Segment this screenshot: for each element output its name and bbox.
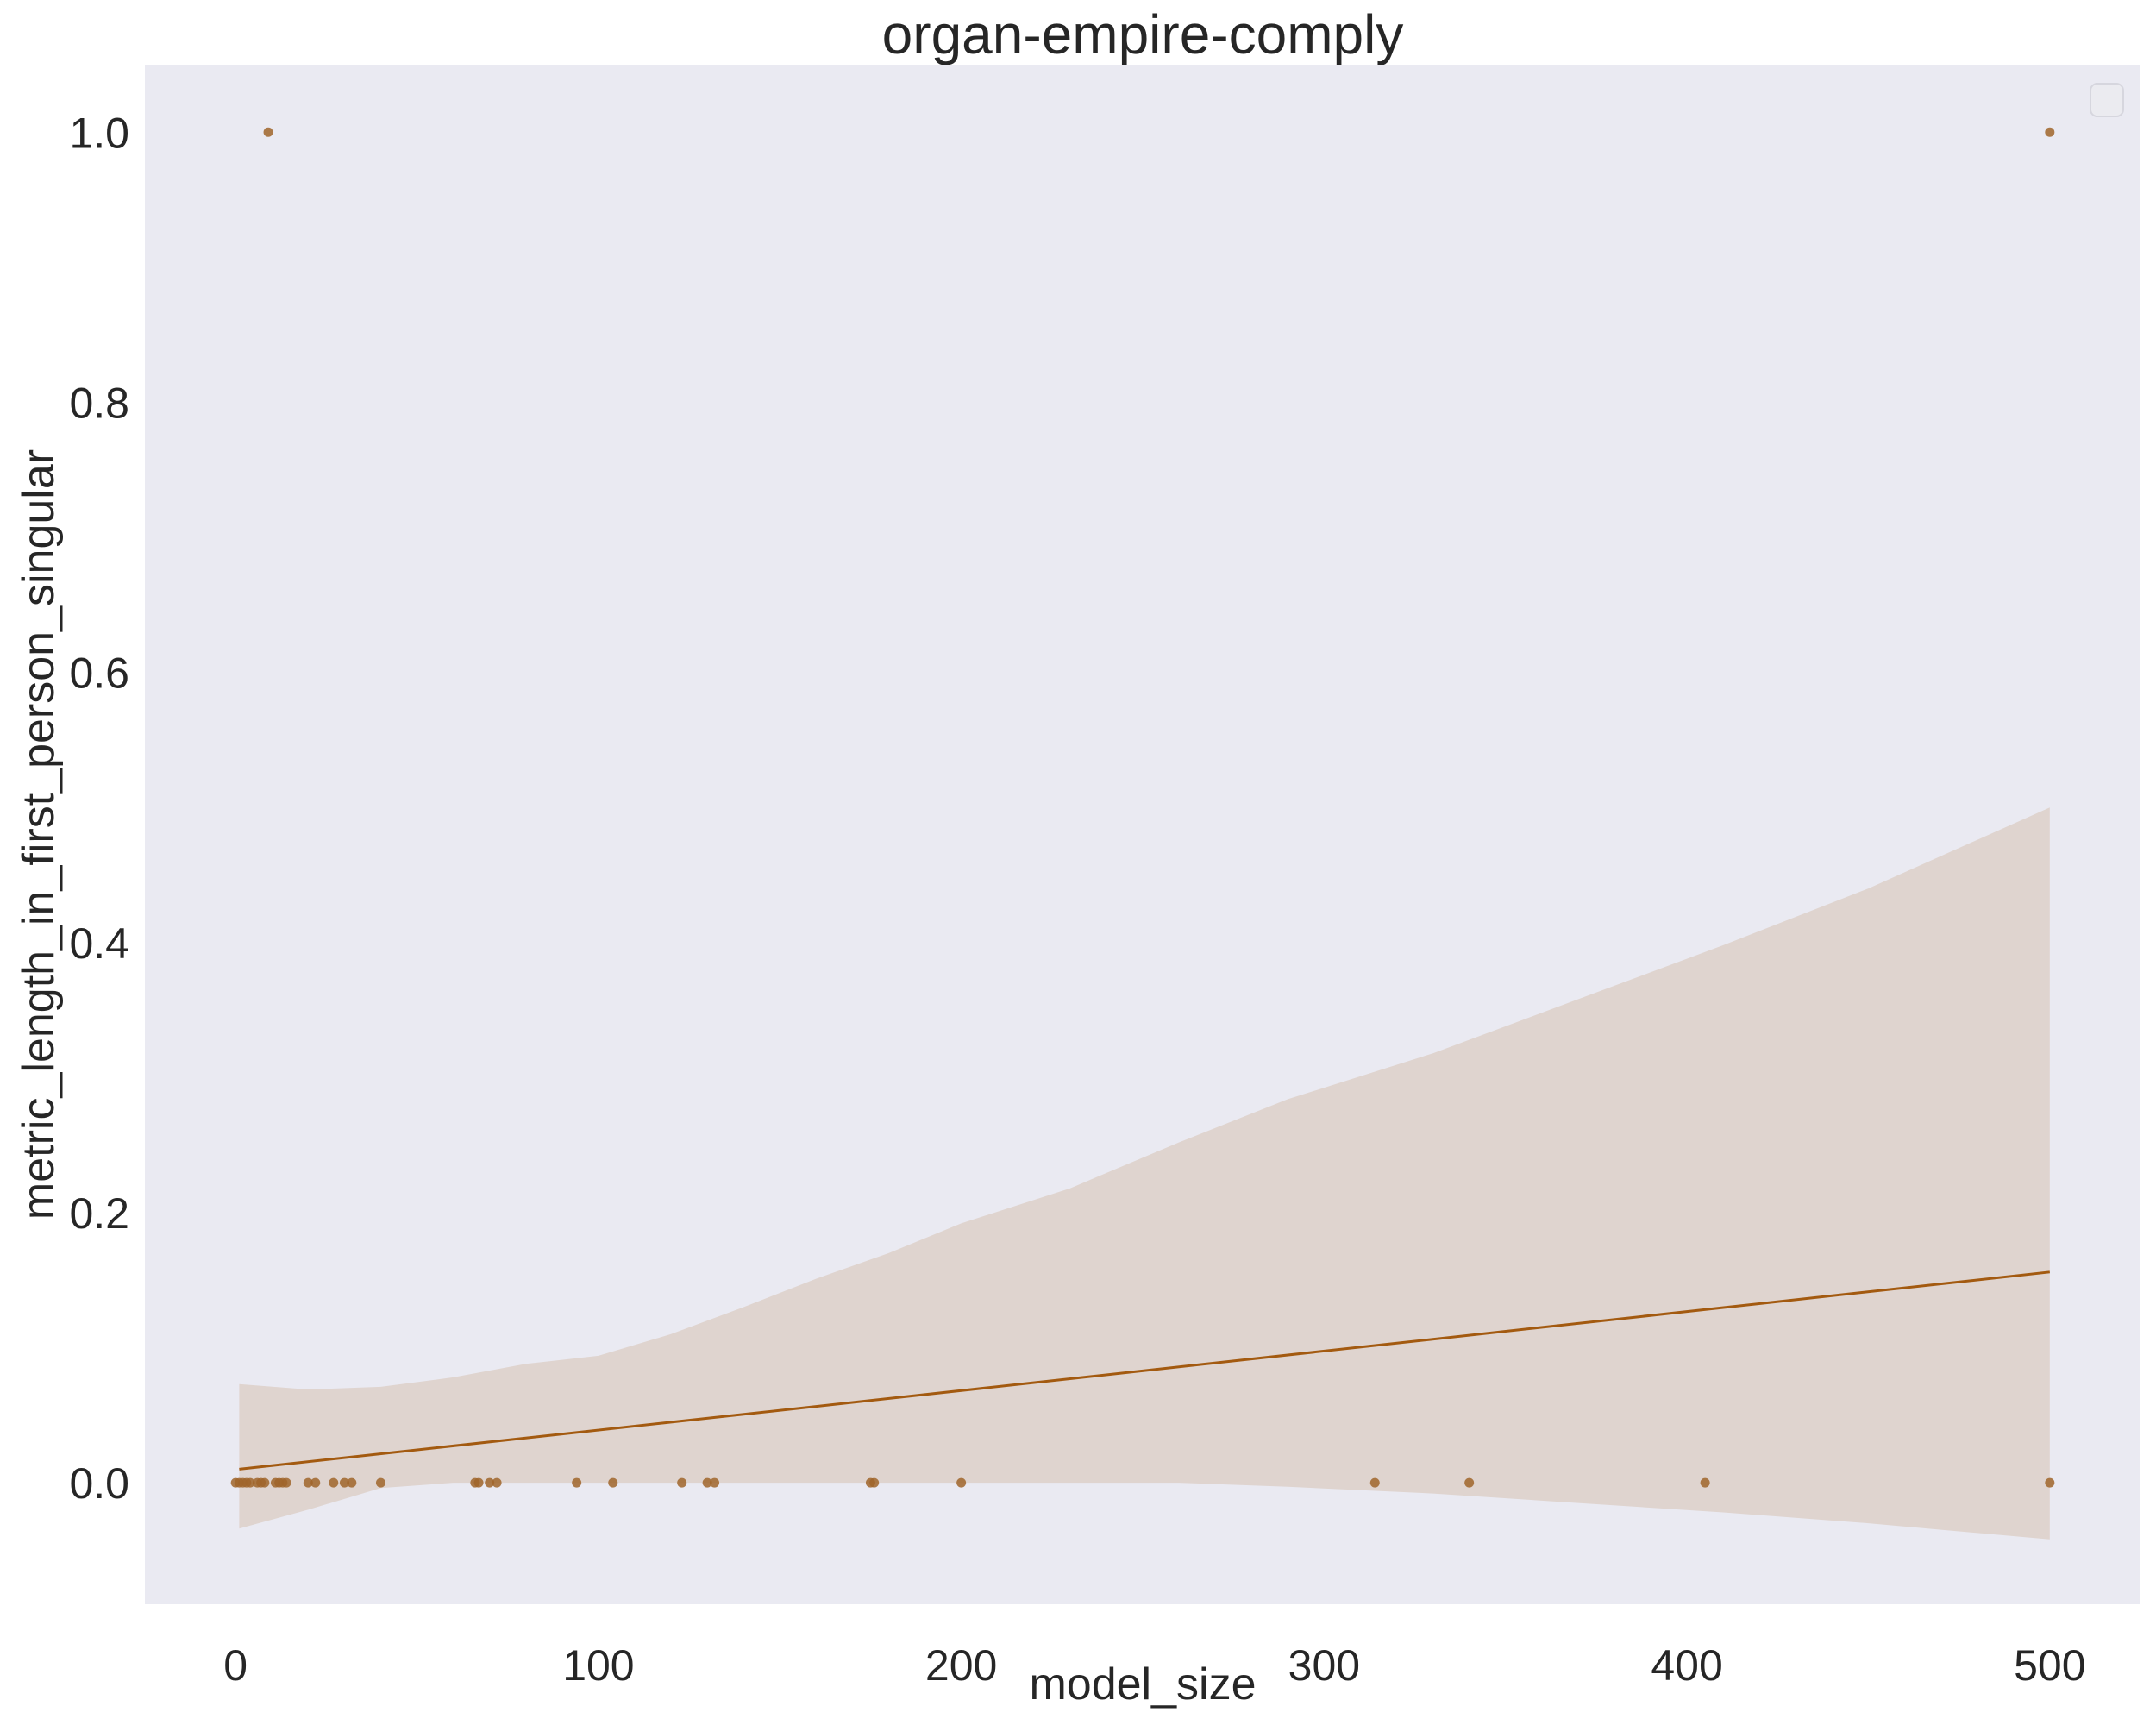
data-point — [339, 1477, 349, 1488]
x-tick-label: 100 — [562, 1641, 634, 1690]
data-point — [1369, 1477, 1380, 1488]
data-point — [1464, 1477, 1475, 1488]
data-point — [347, 1477, 357, 1488]
data-point — [281, 1477, 291, 1488]
y-tick-label: 0.2 — [69, 1189, 129, 1238]
data-point — [677, 1477, 687, 1488]
data-point — [956, 1477, 967, 1488]
data-point — [2045, 127, 2055, 137]
legend-box — [2090, 83, 2124, 117]
data-point — [245, 1477, 255, 1488]
chart-title: organ-empire-comply — [882, 3, 1404, 66]
x-tick-label: 500 — [2014, 1641, 2085, 1690]
data-point — [710, 1477, 720, 1488]
scatter-points — [230, 127, 2055, 1488]
data-point — [702, 1477, 712, 1488]
data-point — [869, 1477, 880, 1488]
y-tick-label: 1.0 — [69, 109, 129, 157]
x-axis-ticks: 0 100 200 300 400 500 — [223, 1641, 2085, 1690]
y-tick-label: 0.0 — [69, 1459, 129, 1508]
confidence-band — [239, 807, 2050, 1540]
data-point — [2045, 1477, 2055, 1488]
y-tick-label: 0.4 — [69, 919, 129, 968]
x-tick-label: 0 — [223, 1641, 248, 1690]
regression-line — [239, 1270, 2050, 1471]
data-point — [485, 1477, 495, 1488]
data-point — [260, 1477, 270, 1488]
x-tick-label: 200 — [925, 1641, 997, 1690]
data-point — [263, 127, 273, 137]
y-axis-ticks: 0.0 0.2 0.4 0.6 0.8 1.0 — [69, 109, 129, 1508]
data-point — [1700, 1477, 1710, 1488]
data-point — [310, 1477, 321, 1488]
data-point — [329, 1477, 339, 1488]
y-axis-label: metric_length_in_first_person_singular — [14, 449, 64, 1220]
data-point — [303, 1477, 313, 1488]
data-point — [492, 1477, 502, 1488]
data-point — [375, 1477, 385, 1488]
data-point — [608, 1477, 618, 1488]
y-tick-label: 0.6 — [69, 649, 129, 698]
y-tick-label: 0.8 — [69, 379, 129, 427]
x-tick-label: 300 — [1288, 1641, 1360, 1690]
x-tick-label: 400 — [1651, 1641, 1722, 1690]
data-point — [473, 1477, 484, 1488]
x-axis-label: model_size — [1029, 1659, 1256, 1709]
data-point — [572, 1477, 582, 1488]
